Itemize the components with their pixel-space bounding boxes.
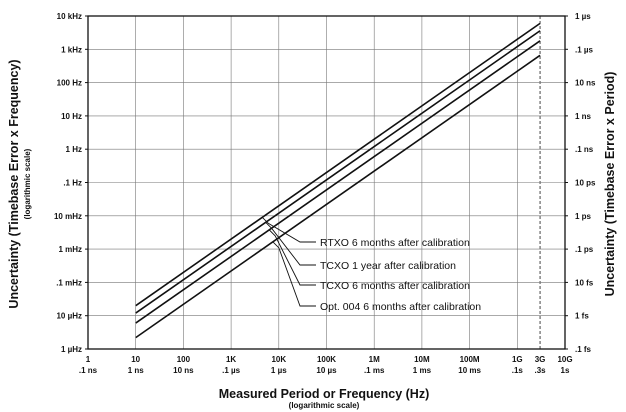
y-tick-label: 10 µHz [56,312,82,321]
leader-lines: RTXO 6 months after calibration TCXO 1 ye… [261,217,481,313]
y2-tick-label: .1 fs [575,345,592,354]
x-tick-label: 3G [535,355,546,364]
y2-tick-label: .1 ns [575,145,594,154]
x-tick-label-period: 1 ms [413,366,432,375]
y2-tick-label: 10 fs [575,278,594,287]
x-tick-labels: 1 .1 ns 10 1 ns 100 10 ns 1K .1 µs 10K 1 µs 100K 10… [79,355,573,375]
x-tick-label: 1M [369,355,380,364]
y2-tick-label: 10 ps [575,179,596,188]
y-axis-title: Uncertainty (Timebase Error x Frequency) [7,59,21,308]
x-axis-title: Measured Period or Frequency (Hz) [219,387,429,401]
x-tick-label: 10G [557,355,572,364]
leader-line-3 [268,229,316,286]
series-line-3 [135,40,541,324]
y2-tick-label: 1 ps [575,212,592,221]
y-tick-label: .1 mHz [56,278,82,287]
x-tick-label-period: .1 µs [222,366,241,375]
y-tick-labels: 10 kHz 1 kHz 100 Hz 10 Hz 1 Hz .1 Hz 10 mHz 1 m… [54,12,88,354]
y2-tick-label: 1 ns [575,112,592,121]
x-tick-label-period: 10 µs [316,366,337,375]
y-tick-label: 10 kHz [57,12,82,21]
y2-tick-label: .1 µs [575,45,594,54]
x-tick-label: 10K [271,355,286,364]
x-tick-label-period: 1 ns [128,366,145,375]
x-tick-label: 10M [414,355,430,364]
x-tick-label: 1 [86,355,91,364]
grid [87,15,566,350]
series-line-4 [135,54,541,339]
y2-axis-title: Uncertainty (Timebase Error x Period) [603,72,617,297]
leader-line-4 [272,241,316,307]
y-tick-label: 10 mHz [54,212,82,221]
series-label-4: Opt. 004 6 months after calibration [320,301,481,313]
y-axis-subtitle: (logarithmic scale) [23,148,32,219]
x-axis-subtitle: (logarithmic scale) [289,401,360,410]
series-label-2: TCXO 1 year after calibration [320,260,456,272]
x-tick-label-period: .3s [534,366,546,375]
y-tick-label: 1 µHz [61,345,82,354]
x-tick-label-period: 1 µs [271,366,287,375]
x-tick-label-period: 10 ms [458,366,481,375]
y2-tick-label: 1 fs [575,312,589,321]
y-tick-label: 10 Hz [61,112,82,121]
y-tick-label: 1 Hz [66,145,82,154]
y-tick-label: .1 Hz [63,179,82,188]
x-tick-label: 1G [512,355,523,364]
x-tick-label-period: .1 ms [364,366,385,375]
x-tick-label-period: .1s [512,366,524,375]
series-line-1 [135,22,541,307]
leader-line-1 [261,217,316,243]
y-tick-label: 100 Hz [57,79,82,88]
x-tick-label: 10 [131,355,140,364]
x-tick-label: 100M [460,355,480,364]
y-tick-label: 1 kHz [61,45,82,54]
y2-tick-label: .1 ps [575,245,594,254]
y-tick-label: 1 mHz [58,245,82,254]
series-line-2 [135,30,541,314]
x-tick-label-period: 10 ns [173,366,194,375]
series-layer [135,22,541,339]
leader-line-2 [265,222,316,266]
y2-tick-label: 10 ns [575,79,596,88]
x-tick-label: 100 [177,355,191,364]
y2-tick-label: 1 µs [575,12,591,21]
x-tick-label-period: 1s [561,366,570,375]
x-tick-label: 100K [317,355,336,364]
series-label-3: TCXO 6 months after calibration [320,280,470,292]
x-tick-label: 1K [226,355,236,364]
series-label-1: RTXO 6 months after calibration [320,237,470,249]
y2-tick-labels: 1 µs .1 µs 10 ns 1 ns .1 ns 10 ps 1 ps .1 ps 10 … [565,12,596,354]
x-tick-label-period: .1 ns [79,366,98,375]
